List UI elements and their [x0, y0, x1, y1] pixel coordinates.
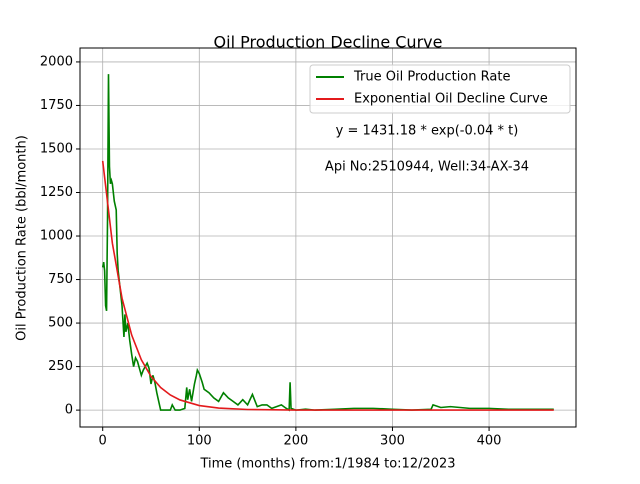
y-tick-label: 2000 [40, 54, 73, 69]
y-tick-label: 1500 [40, 141, 73, 156]
y-tick-label: 0 [65, 403, 73, 418]
x-tick-label: 400 [477, 434, 502, 449]
annotation: Api No:2510944, Well:34-AX-34 [325, 160, 529, 175]
y-axis-label: Oil Production Rate (bbl/month) [15, 135, 30, 341]
y-tick-label: 1000 [40, 229, 73, 244]
y-tick-label: 750 [48, 272, 73, 287]
annotation: y = 1431.18 * exp(-0.04 * t) [336, 124, 519, 139]
x-axis-label: Time (months) from:1/1984 to:12/2023 [199, 457, 455, 472]
legend-label: Exponential Oil Decline Curve [354, 92, 548, 107]
series-line [101, 160, 554, 411]
legend-label: True Oil Production Rate [353, 70, 510, 85]
x-tick-label: 0 [99, 434, 107, 449]
x-tick-label: 300 [380, 434, 405, 449]
legend-box [309, 64, 571, 114]
chart-title: Oil Production Decline Curve [214, 33, 443, 52]
plot-frame [79, 47, 577, 428]
x-tick-label: 100 [187, 434, 212, 449]
x-tick-label: 200 [283, 434, 308, 449]
y-tick-label: 500 [48, 316, 73, 331]
y-tick-label: 250 [48, 359, 73, 374]
y-tick-label: 1250 [40, 185, 73, 200]
y-tick-label: 1750 [40, 98, 73, 113]
